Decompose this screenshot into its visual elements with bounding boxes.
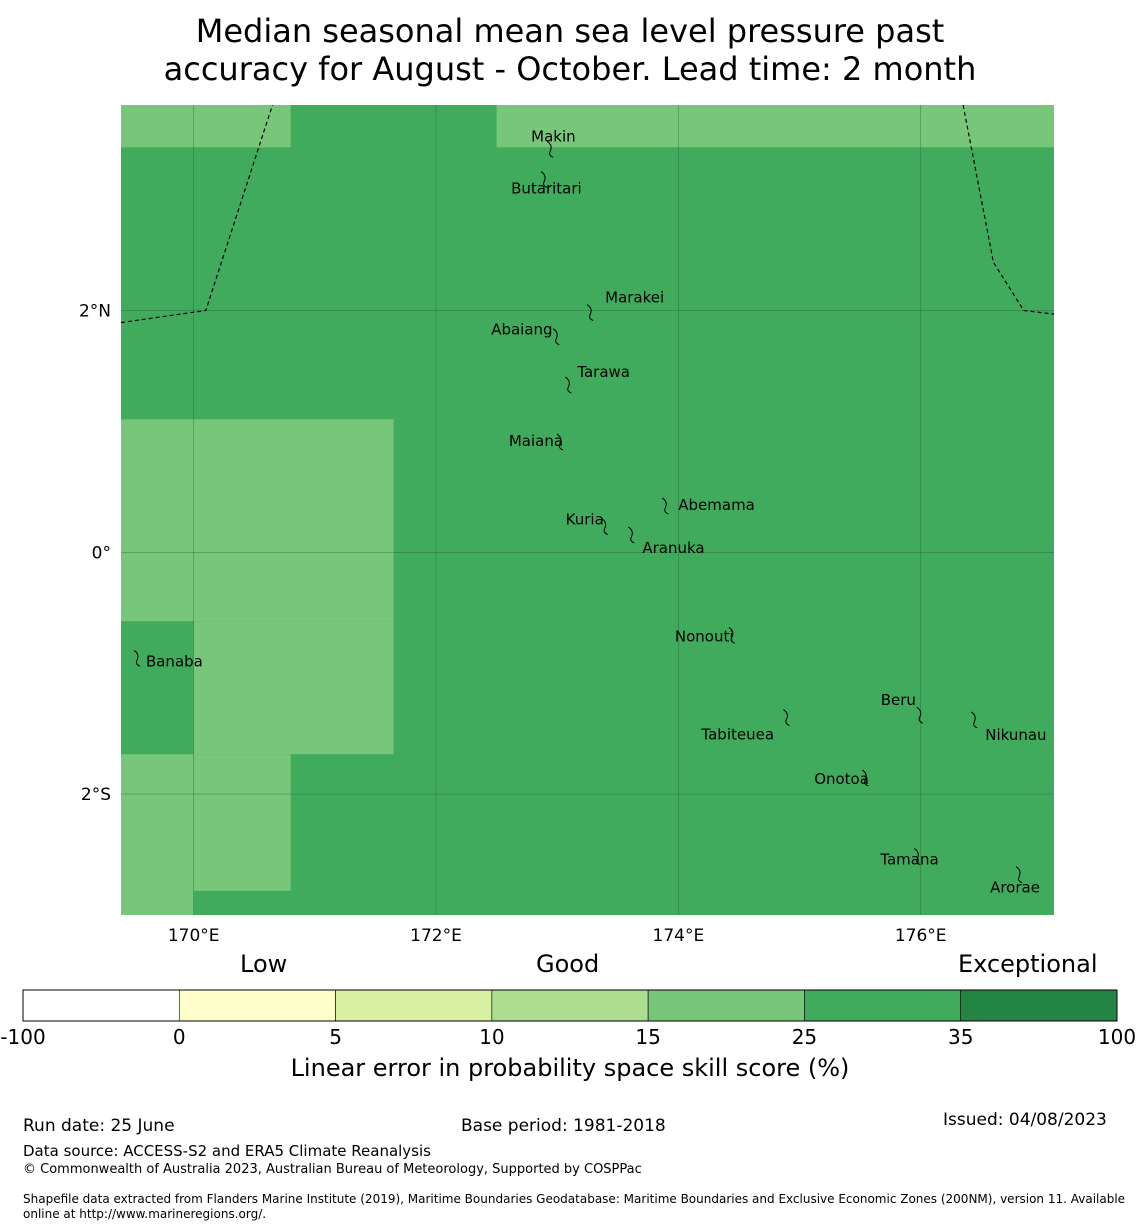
x-tick-label: 170°E	[168, 926, 220, 946]
colorbar-label-good: Good	[536, 950, 600, 978]
island-label: Marakei	[605, 289, 664, 307]
island-label: Nonouti	[675, 627, 734, 645]
island-outline	[661, 497, 669, 515]
island-outline	[133, 649, 141, 667]
island-outline	[540, 171, 548, 189]
island-outline	[970, 711, 978, 729]
colorbar-tick-label: -100	[0, 1025, 45, 1049]
y-tick-label: 2°S	[81, 785, 111, 805]
island-outline	[628, 526, 635, 544]
colorbar-frame	[22, 989, 1118, 1022]
copyright: © Commonwealth of Australia 2023, Austra…	[23, 1162, 642, 1177]
island-label: Beru	[881, 691, 916, 709]
colorbar-tick-label: 0	[173, 1025, 186, 1049]
colorbar-tick-label: 5	[329, 1025, 342, 1049]
island-label: Tamana	[879, 851, 938, 869]
island-label: Onotoa	[814, 770, 869, 788]
colorbar-bin-15-25	[647, 989, 805, 1022]
colorbar-axis-title: Linear error in probability space skill …	[290, 1054, 850, 1082]
colorbar-tick-label: 100	[1098, 1025, 1136, 1049]
island-outline	[916, 706, 923, 724]
map-title: Median seasonal mean sea level pressure …	[0, 12, 1140, 88]
island-outline	[1015, 866, 1023, 884]
island-label: Nikunau	[985, 726, 1046, 744]
colorbar-label-low: Low	[240, 950, 288, 978]
island-label: Maiana	[509, 432, 563, 450]
skill-cell-3	[193, 621, 394, 755]
y-tick-label: 2°N	[79, 302, 111, 322]
island-label: Banaba	[146, 652, 203, 670]
colorbar-bin-5-10	[335, 989, 493, 1022]
skill-cell-4	[121, 754, 194, 915]
island-outline	[783, 709, 790, 726]
eez-boundary-0	[120, 104, 274, 324]
island-label: Abemama	[678, 496, 755, 514]
x-tick-label: 174°E	[653, 926, 705, 946]
island-label: Aranuka	[642, 539, 704, 557]
island-label: Arorae	[990, 879, 1040, 897]
island-label: Abaiang	[491, 321, 552, 339]
skill-cell-5	[193, 754, 291, 891]
island-outline	[556, 433, 564, 451]
island-label: Tarawa	[576, 363, 630, 381]
data-source: Data source: ACCESS-S2 and ERA5 Climate …	[23, 1142, 431, 1160]
island-label: Butaritari	[511, 180, 582, 198]
island-label: Kuria	[566, 511, 604, 529]
base-period: Base period: 1981-2018	[461, 1116, 666, 1136]
colorbar-tick-label: 15	[635, 1025, 660, 1049]
island-outline	[565, 376, 572, 394]
colorbar-bin-35-100	[960, 989, 1118, 1022]
issued-date: Issued: 04/08/2023	[943, 1110, 1107, 1130]
island-outline	[914, 848, 921, 866]
x-tick-label: 172°E	[410, 926, 462, 946]
skill-cell-2	[121, 419, 394, 622]
shapefile-credit: Shapefile data extracted from Flanders M…	[23, 1192, 1126, 1221]
skill-cell-1	[496, 105, 1054, 148]
island-outline	[601, 518, 608, 535]
island-label: Tabiteuea	[700, 726, 774, 744]
skill-cell-0	[121, 105, 291, 148]
island-outline	[546, 140, 554, 158]
x-tick-label: 176°E	[895, 926, 947, 946]
island-outline	[552, 328, 560, 346]
colorbar-bin-25-35	[804, 989, 962, 1022]
colorbar-bin--100-0	[22, 989, 180, 1022]
colorbar-bin-0-5	[178, 989, 336, 1022]
colorbar-tick-label: 10	[479, 1025, 504, 1049]
eez-boundary-1	[962, 104, 1055, 315]
island-outline	[586, 304, 594, 321]
title-line-2: accuracy for August - October. Lead time…	[163, 50, 977, 88]
colorbar-bin-10-15	[491, 989, 649, 1022]
title-line-1: Median seasonal mean sea level pressure …	[195, 12, 945, 50]
colorbar-label-exceptional: Exceptional	[958, 950, 1098, 978]
island-outline	[861, 769, 869, 787]
island-outline	[728, 626, 736, 644]
run-date: Run date: 25 June	[23, 1116, 175, 1136]
y-tick-label: 0°	[92, 543, 111, 563]
island-label: Makin	[531, 127, 576, 145]
colorbar-tick-label: 25	[792, 1025, 817, 1049]
colorbar-tick-label: 35	[948, 1025, 973, 1049]
